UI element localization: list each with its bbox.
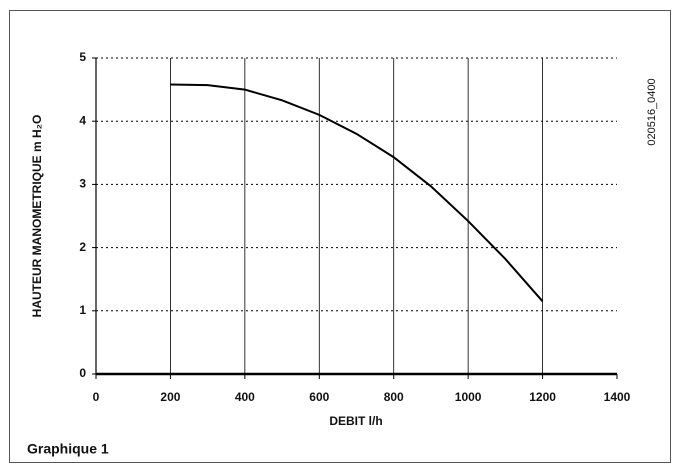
frame [9, 10, 671, 463]
x-tick-label: 200 [160, 390, 180, 404]
y-tick-label: 0 [79, 366, 86, 380]
x-axis-label: DEBIT l/h [329, 414, 382, 428]
caption: Graphique 1 [27, 441, 109, 457]
y-tick-label: 1 [79, 303, 86, 317]
y-tick-label: 2 [79, 240, 86, 254]
code: 020516_0400 [646, 78, 658, 145]
curve [170, 83, 544, 302]
x-tick-label: 1400 [604, 390, 631, 404]
x-tick-label: 0 [93, 390, 100, 404]
y-tick-label: 5 [79, 50, 86, 64]
x-tick-label: 800 [384, 390, 404, 404]
x-tick-label: 1000 [455, 390, 482, 404]
y-axis-label: HAUTEUR MANOMETRIQUE m H₂O [30, 115, 44, 318]
x-tick-label: 600 [309, 390, 329, 404]
x-tick-label: 400 [235, 390, 255, 404]
y-tick-label: 4 [79, 113, 86, 127]
x-tick-label: 1200 [529, 390, 556, 404]
y-tick-label: 3 [79, 177, 86, 191]
